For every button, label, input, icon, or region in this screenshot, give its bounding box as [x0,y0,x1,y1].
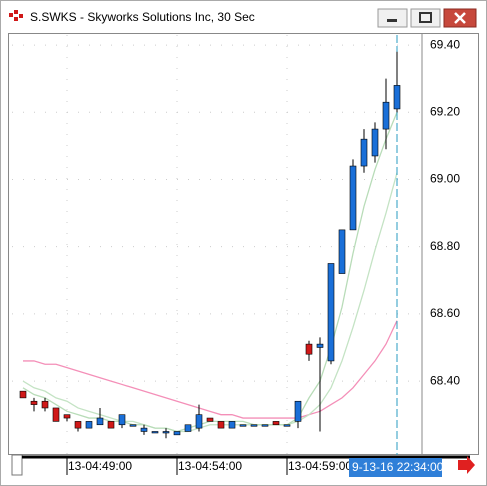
candle-body [107,421,115,429]
candle-body [228,421,236,429]
candle-body [63,414,71,419]
chart-pane [8,33,479,455]
y-tick-label: 69.40 [430,37,460,51]
candle-body [393,85,401,110]
x-tick-label: 13-04:49:00 [68,459,132,473]
y-tick-label: 68.60 [430,306,460,320]
candle-body [239,424,247,427]
candle-body [151,431,159,434]
candle-body [283,424,291,427]
candle-body [382,101,390,130]
candle-body [173,431,181,436]
scroll-handle[interactable] [11,454,23,476]
y-tick-label: 69.00 [430,172,460,186]
moving-average-line [23,320,398,419]
candle-body [140,427,148,432]
candle-body [162,431,170,434]
candle-body [41,400,49,409]
candle-body [360,138,368,167]
candle-body [30,400,38,405]
candle-body [118,414,126,426]
candle-body [272,421,280,426]
maximize-button[interactable] [410,8,441,28]
scroll-right-arrow[interactable] [458,456,475,474]
candle-body [52,407,60,422]
candle-body [217,421,225,429]
minimize-button[interactable] [377,8,408,28]
y-tick-label: 69.20 [430,104,460,118]
candle-body [294,400,302,422]
candle-body [305,343,313,355]
candle-body [19,390,27,399]
y-tick-label: 68.80 [430,239,460,253]
window-title: S.SWKS - Skyworks Solutions Inc, 30 Sec [30,10,255,24]
candle-body [184,424,192,432]
x-tick-label: 13-04:59:00 [288,459,352,473]
candle-body [250,424,258,427]
x-tick-label: 13-04:54:00 [178,459,242,473]
cursor-label: 9-13-16 22:34:00 [352,460,444,474]
candle-body [195,414,203,429]
candle-body [349,165,357,231]
candle-body [371,128,379,157]
candle-body [74,421,82,429]
candle-body [85,421,93,429]
y-tick-label: 68.40 [430,373,460,387]
candle-body [316,343,324,348]
candle-body [327,263,335,362]
cursor-label-bg [349,458,442,477]
candle-body [206,417,214,422]
moving-average-line [22,172,398,433]
candle-body [129,424,137,427]
app-icon [9,10,23,21]
candle-body [338,229,346,274]
candle-body [261,424,269,427]
candle-body [96,417,104,426]
close-button[interactable] [443,8,477,28]
